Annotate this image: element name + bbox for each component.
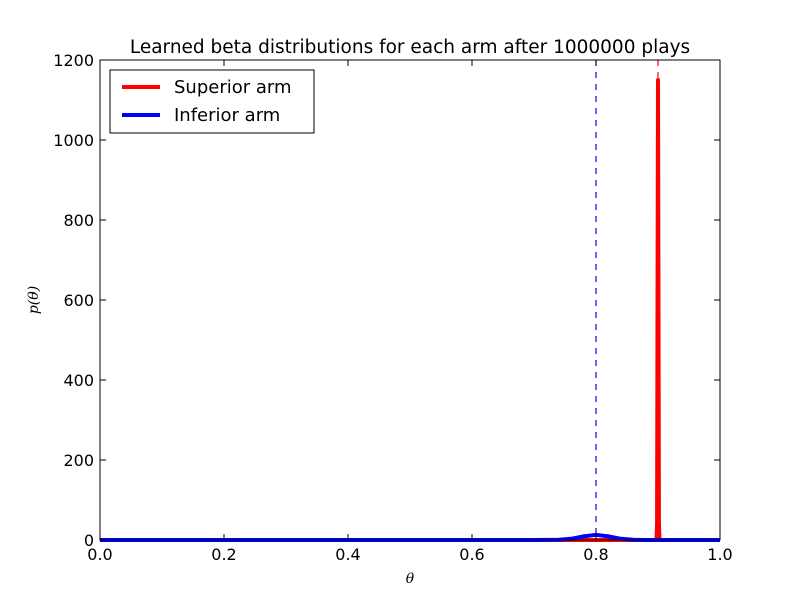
y-tick-label-4: 800 <box>63 211 94 230</box>
legend-label-inferior: Inferior arm <box>174 105 280 126</box>
chart-title: Learned beta distributions for each arm … <box>130 37 690 58</box>
x-tick-label-4: 0.8 <box>583 545 608 564</box>
y-tick-label-2: 400 <box>63 371 94 390</box>
legend: Superior arm Inferior arm <box>109 69 315 134</box>
x-tick-label-1: 0.2 <box>211 545 236 564</box>
axis-ticks: 0.0 0.2 0.4 0.6 0.8 1.0 0 200 400 600 800 1000 1200 <box>53 51 732 564</box>
x-tick-label-5: 1.0 <box>707 545 732 564</box>
y-axis-label: p(θ) <box>26 286 42 314</box>
x-tick-label-2: 0.4 <box>335 545 360 564</box>
y-tick-label-0: 0 <box>84 531 94 550</box>
legend-box <box>109 69 315 134</box>
legend-label-superior: Superior arm <box>174 77 292 98</box>
x-axis-label: θ <box>406 571 415 587</box>
y-tick-label-6: 1200 <box>53 51 94 70</box>
y-tick-label-3: 600 <box>63 291 94 310</box>
x-tick-label-3: 0.6 <box>459 545 484 564</box>
plot-area <box>100 60 720 540</box>
x-tick-label-0: 0.0 <box>87 545 112 564</box>
y-tick-label-5: 1000 <box>53 131 94 150</box>
y-tick-label-1: 200 <box>63 451 94 470</box>
